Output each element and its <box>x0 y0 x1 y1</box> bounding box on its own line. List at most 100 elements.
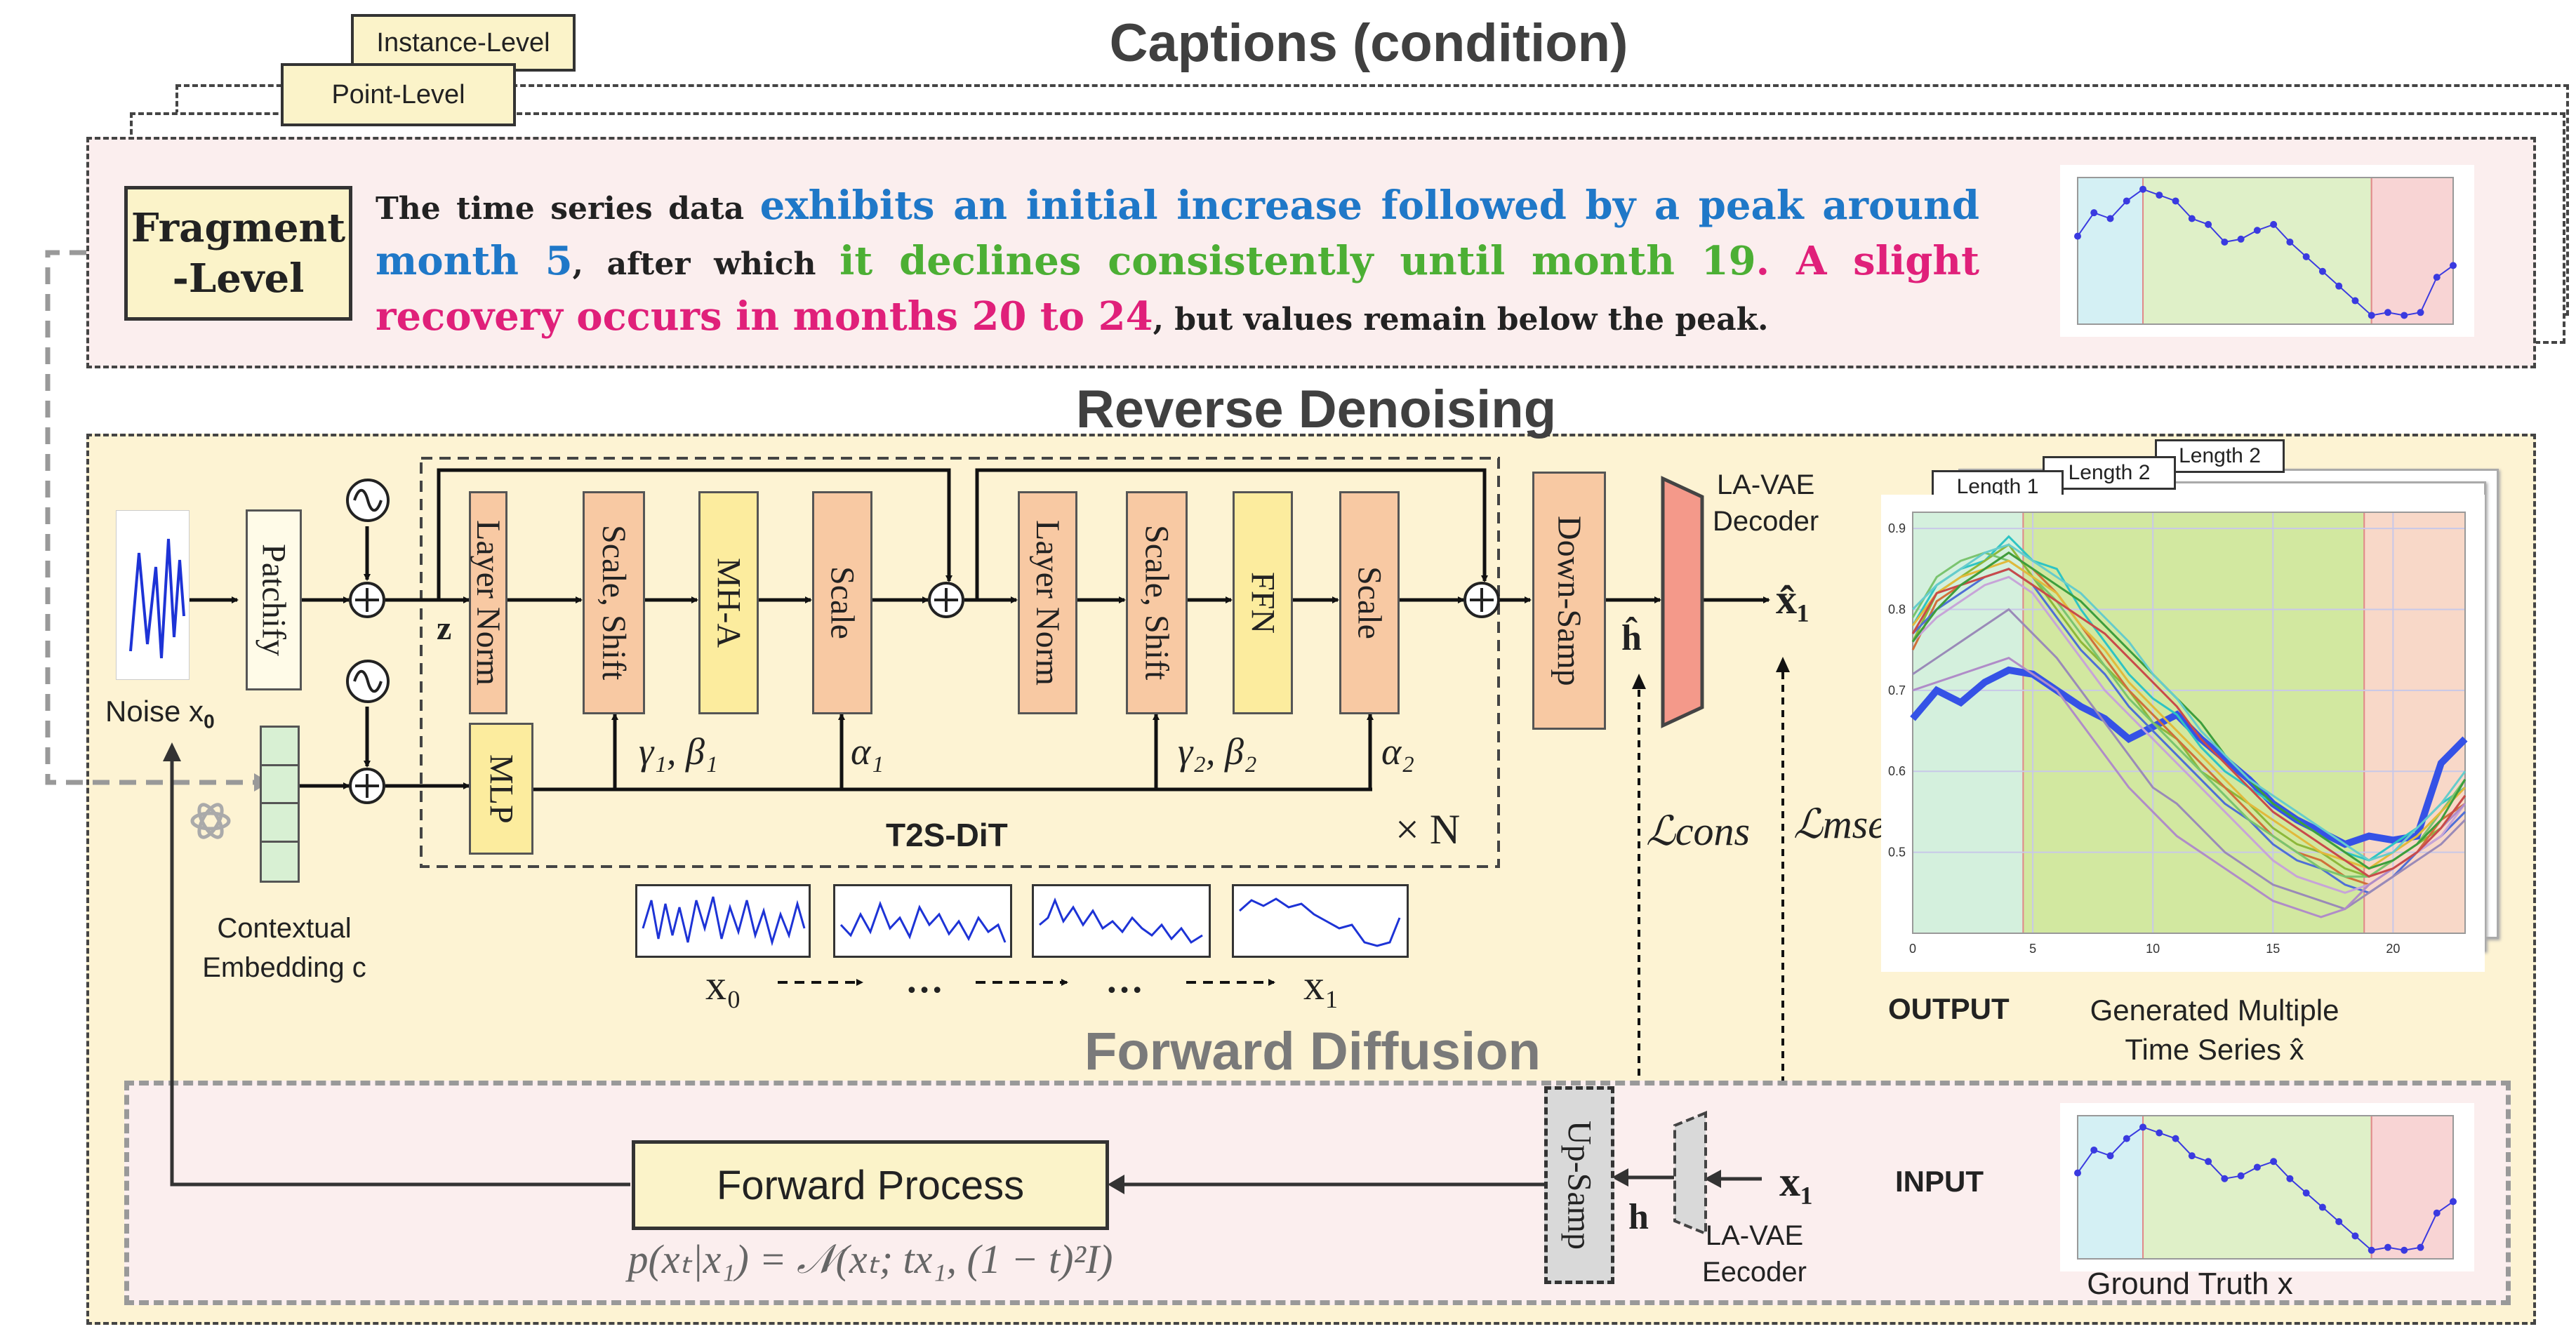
repeat-n-label: × N <box>1395 806 1461 853</box>
gamma2-beta2-label: γ₂, β₂ <box>1178 730 1257 773</box>
x1-label: x₁ <box>1779 1158 1813 1205</box>
noisy-series-icon-3 <box>1039 897 1203 944</box>
sequence-thumb-4 <box>1232 884 1409 958</box>
chart-series-line-7 <box>1912 608 2467 911</box>
chart-point-0-20 <box>2401 1246 2408 1254</box>
chart-series-line-1 <box>1911 535 2466 862</box>
chart-point-0-11 <box>2253 1163 2261 1171</box>
chart-point-0-2 <box>2106 215 2114 222</box>
length-tab-3: Length 2 <box>2155 439 2285 473</box>
chart-point-0-23 <box>2450 1198 2457 1206</box>
h-hat-label: ĥ <box>1621 618 1642 658</box>
chart-point-0-19 <box>2384 309 2391 316</box>
caption-decline-segment: it declines consistently until month 19 <box>839 238 1756 284</box>
layer-norm-1-label: Layer Norm <box>470 520 507 686</box>
generated-series-label: Generated Multiple Time Series x̂ <box>2050 991 2379 1069</box>
chart-x-tick-label-0: 0 <box>1909 942 1916 956</box>
forward-process-box: Forward Process <box>632 1140 1109 1230</box>
up-samp-label: Up-Samp <box>1560 1121 1598 1250</box>
chart-point-0-21 <box>2417 1243 2424 1251</box>
chart-point-0-8 <box>2205 220 2212 228</box>
chart-point-0-1 <box>2090 209 2098 217</box>
chart-point-0-18 <box>2368 1246 2375 1254</box>
chart-point-0-9 <box>2221 238 2229 246</box>
multi-head-attention: MH-A <box>698 491 759 714</box>
chart-region-2 <box>2370 177 2454 325</box>
chart-point-0-3 <box>2123 197 2130 205</box>
chart-point-0-4 <box>2139 185 2147 193</box>
forward-process-label: Forward Process <box>716 1162 1025 1208</box>
chart-x-tick-label-1: 5 <box>2029 942 2036 956</box>
chart-point-0-17 <box>2351 1232 2359 1240</box>
caption-mini-chart <box>2060 165 2474 337</box>
noise-label: Noise x0 <box>105 695 215 733</box>
l-cons-label: ℒcons <box>1646 808 1751 854</box>
chart-y-tick-label-3: 0.8 <box>1888 602 1906 616</box>
point-level-tab: Point-Level <box>281 63 516 126</box>
chart-series-line-11 <box>1911 551 2467 870</box>
chart-x-tick-label-4: 20 <box>2386 942 2400 956</box>
scale-1: Scale <box>812 491 872 714</box>
chart-y-tick-label-4: 0.9 <box>1888 521 1906 535</box>
chart-point-0-1 <box>2090 1146 2098 1154</box>
chart-point-0-15 <box>2318 267 2326 275</box>
sequence-thumb-3 <box>1032 884 1211 958</box>
scale-shift-1: Scale, Shift <box>583 491 645 714</box>
up-samp-block: Up-Samp <box>1544 1086 1614 1284</box>
chart-point-0-13 <box>2286 1175 2294 1182</box>
layer-norm-2: Layer Norm <box>1018 491 1077 714</box>
chart-region-2 <box>2370 1115 2454 1260</box>
output-chart: 0 5 10 15 20 0.5 0.6 0.7 0.8 0.9 <box>1881 495 2485 972</box>
seq-dots-1: … <box>905 959 943 1001</box>
caption-text-1: The time series data <box>376 191 760 227</box>
chart-series-line-12 <box>1911 543 2467 862</box>
noise-thumbnail <box>116 510 190 680</box>
generated-label-line2: Time Series x̂ <box>2125 1033 2304 1066</box>
chart-point-0-5 <box>2156 1129 2163 1137</box>
ffn-label: FFN <box>1244 571 1282 634</box>
noise-label-sub: 0 <box>204 710 215 733</box>
down-samp-label: Down-Samp <box>1551 515 1588 686</box>
caption-recovery-segment: A slight recovery occurs in months 20 to… <box>376 238 1979 340</box>
la-vae-decoder-label: LA-VAE Decoder <box>1713 467 1819 540</box>
chart-region-1 <box>2142 1115 2372 1260</box>
la-vae-decoder-shape <box>1661 476 1704 728</box>
add-node-2 <box>349 768 385 804</box>
scale-2: Scale <box>1339 491 1400 714</box>
x1-hat-label: x̂₁ <box>1776 576 1810 622</box>
chart-point-0-0 <box>2074 232 2081 240</box>
patchify-label: Patchify <box>255 544 293 656</box>
chart-point-0-21 <box>2417 309 2424 316</box>
chart-point-0-8 <box>2205 1158 2212 1166</box>
chart-frame <box>1912 512 2466 934</box>
chart-point-0-14 <box>2302 253 2310 260</box>
h-label: h <box>1628 1197 1649 1237</box>
sequence-thumb-1 <box>635 884 811 958</box>
mha-label: MH-A <box>710 558 748 648</box>
chart-point-0-20 <box>2401 312 2408 319</box>
mlp-label: MLP <box>482 754 520 824</box>
chart-point-0-17 <box>2351 297 2359 305</box>
chart-point-0-4 <box>2139 1123 2147 1131</box>
noise-wave-icon <box>129 538 185 659</box>
chart-point-0-19 <box>2384 1243 2391 1251</box>
contextual-embedding-block <box>260 726 300 883</box>
scale-1-label: Scale <box>823 566 861 639</box>
chart-point-0-6 <box>2172 1135 2179 1142</box>
timestep-sinusoid-icon <box>346 479 390 522</box>
captions-title: Captions (condition) <box>1109 13 1628 73</box>
noisy-series-icon-2 <box>839 900 1007 943</box>
sequence-thumb-2 <box>833 884 1012 958</box>
clean-series-icon <box>1239 897 1401 947</box>
chart-series-line-0 <box>1910 666 2468 848</box>
add-node-1 <box>349 582 385 618</box>
chart-point-0-0 <box>2074 1169 2081 1177</box>
chart-series-line-8 <box>1912 657 2467 919</box>
chart-series-line-5 <box>1911 552 2467 878</box>
embedding-sinusoid-icon <box>346 660 390 703</box>
chart-point-0-3 <box>2123 1135 2130 1142</box>
chart-x-tick-label-2: 10 <box>2146 942 2160 956</box>
alpha1-label: α₁ <box>851 730 884 773</box>
chart-point-0-6 <box>2172 197 2179 205</box>
